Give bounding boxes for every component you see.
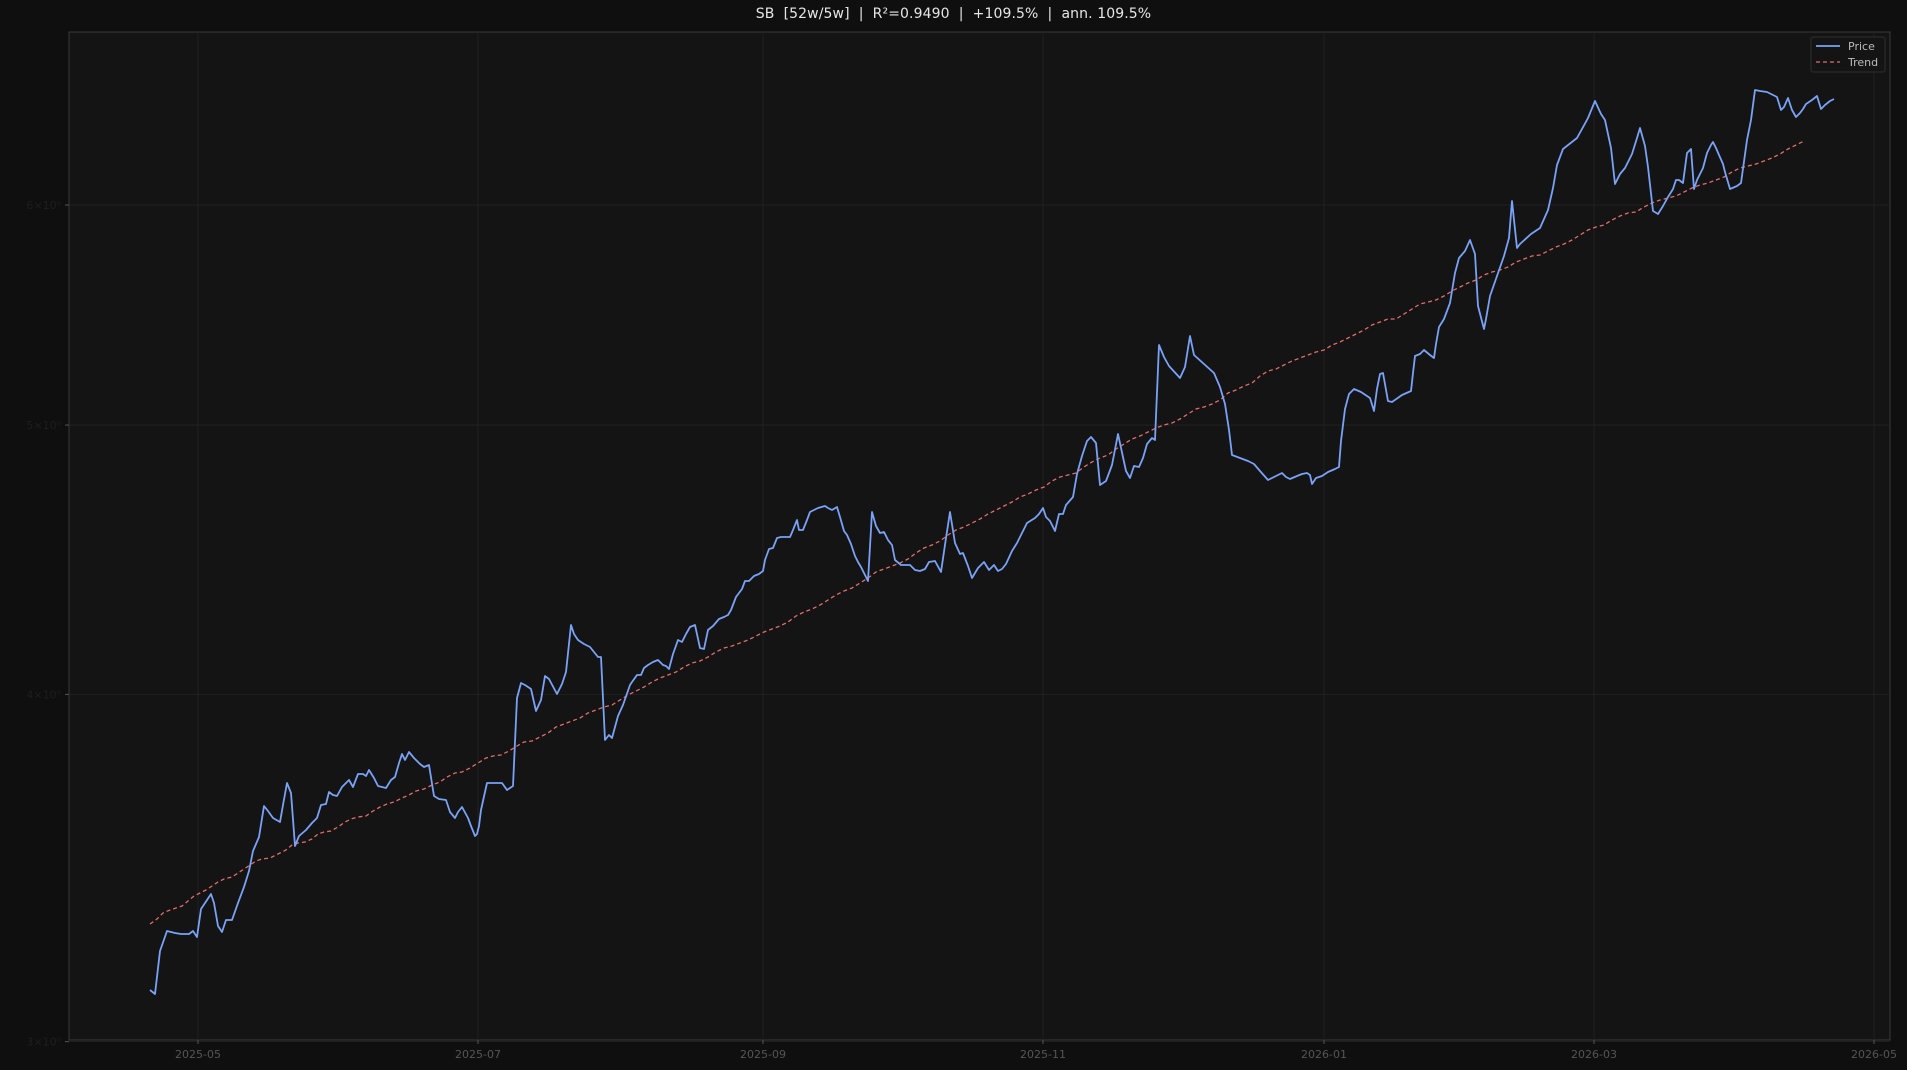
chart-title: SB [52w/5w] | R²=0.9490 | +109.5% | ann.… <box>755 6 1152 22</box>
x-tick-label: 2026-03 <box>1571 1048 1617 1061</box>
x-tick-label: 2025-07 <box>455 1048 501 1061</box>
axes-background <box>68 31 1891 1041</box>
x-tick-label: 2025-05 <box>175 1048 221 1061</box>
x-tick-label: 2026-01 <box>1301 1048 1347 1061</box>
x-tick-label: 2025-11 <box>1020 1048 1066 1061</box>
price-line <box>149 89 1835 995</box>
legend: Price Trend <box>1810 36 1886 73</box>
legend-trend-label: Trend <box>1847 56 1878 69</box>
y-tick-label: 6×10⁰ <box>26 199 61 212</box>
grid-lines <box>69 32 1890 1043</box>
legend-price-label: Price <box>1848 40 1875 53</box>
y-tick-label: 5×10⁰ <box>26 419 61 432</box>
y-tick-label: 4×10⁰ <box>26 688 61 701</box>
x-axis: 2025-05 2025-07 2025-09 2025-11 2026-01 2026-… <box>175 1040 1897 1061</box>
y-tick-label: 3×10⁰ <box>26 1036 61 1049</box>
trend-line <box>149 140 1805 925</box>
x-tick-label: 2025-09 <box>740 1048 786 1061</box>
y-axis: 3×10⁰ 4×10⁰ 5×10⁰ 6×10⁰ <box>26 199 69 1049</box>
x-tick-label: 2026-05 <box>1851 1048 1897 1061</box>
